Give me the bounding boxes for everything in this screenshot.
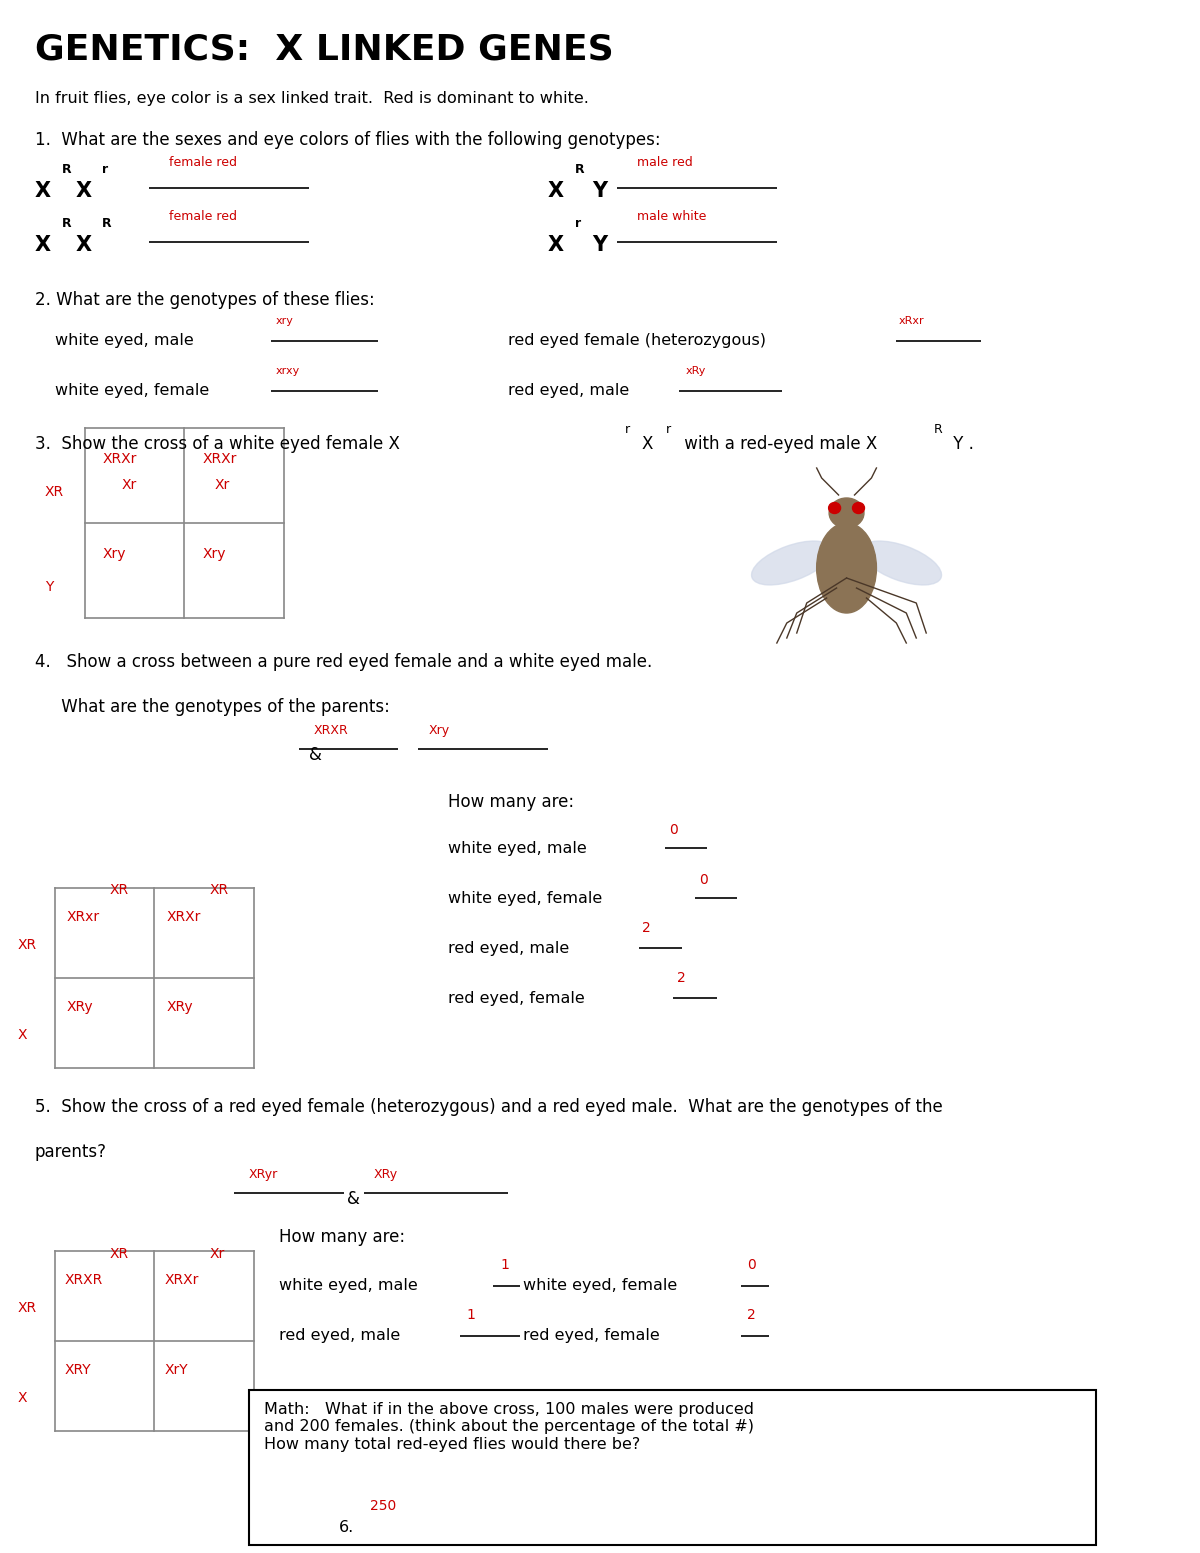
Text: How many are:: How many are: [278,1228,404,1246]
Text: 0: 0 [746,1258,756,1272]
Text: XRyr: XRyr [248,1168,278,1180]
Text: X: X [18,1028,28,1042]
Text: How many are:: How many are: [448,794,575,811]
Text: red eyed female (heterozygous): red eyed female (heterozygous) [508,332,766,348]
Text: Xr: Xr [209,1247,224,1261]
Text: red eyed, female: red eyed, female [523,1328,660,1343]
Text: X: X [35,235,50,255]
Text: male red: male red [637,155,694,169]
Text: white eyed, male: white eyed, male [55,332,193,348]
Text: XRy: XRy [373,1168,397,1180]
Text: Y: Y [593,182,607,200]
Text: R: R [102,217,112,230]
Text: Xry: Xry [428,724,449,738]
Text: r: r [624,422,630,436]
Text: female red: female red [169,210,238,224]
Text: XRXr: XRXr [167,910,200,924]
Text: X: X [547,235,564,255]
Text: white eyed, male: white eyed, male [448,842,587,856]
FancyBboxPatch shape [248,1390,1096,1545]
Text: red eyed, male: red eyed, male [278,1328,400,1343]
Text: red eyed, female: red eyed, female [448,991,584,1006]
Text: XRXr: XRXr [202,452,236,466]
Text: R: R [575,163,584,175]
Text: XR: XR [44,486,64,500]
Text: 1: 1 [466,1308,475,1322]
Text: X: X [76,235,92,255]
Ellipse shape [852,503,864,514]
Text: with a red-eyed male X: with a red-eyed male X [679,435,877,453]
Ellipse shape [817,523,876,613]
Text: Y: Y [593,235,607,255]
Text: Xr: Xr [121,478,137,492]
Text: &: & [347,1190,360,1208]
Text: R: R [61,217,71,230]
Text: XR: XR [109,884,128,898]
Text: What are the genotypes of the parents:: What are the genotypes of the parents: [35,697,390,716]
Ellipse shape [829,503,840,514]
Text: 250: 250 [371,1499,397,1513]
Text: XRy: XRy [67,1000,94,1014]
Text: female red: female red [169,155,238,169]
Text: 2: 2 [642,921,652,935]
Text: 1: 1 [500,1258,509,1272]
Text: XRXR: XRXR [313,724,348,738]
Text: r: r [102,163,108,175]
Text: XRXr: XRXr [102,452,137,466]
Text: red eyed, male: red eyed, male [448,941,570,957]
Text: XRy: XRy [167,1000,193,1014]
Text: 3.  Show the cross of a white eyed female X: 3. Show the cross of a white eyed female… [35,435,400,453]
Text: 2: 2 [746,1308,756,1322]
Text: XrY: XrY [164,1364,188,1378]
Ellipse shape [862,540,942,585]
Text: xRy: xRy [685,367,706,376]
Text: R: R [61,163,71,175]
Text: 0: 0 [670,823,678,837]
Text: Xr: Xr [214,478,229,492]
Text: X: X [641,435,653,453]
Text: white eyed, female: white eyed, female [523,1278,677,1294]
Text: Xry: Xry [202,547,226,561]
Text: &: & [308,745,322,764]
Text: r: r [666,422,672,436]
Text: Math:   What if in the above cross, 100 males were produced
and 200 females. (th: Math: What if in the above cross, 100 ma… [264,1402,754,1452]
Text: parents?: parents? [35,1143,107,1162]
Text: white eyed, male: white eyed, male [278,1278,418,1294]
Text: GENETICS:  X LINKED GENES: GENETICS: X LINKED GENES [35,33,613,67]
Text: Xry: Xry [102,547,126,561]
Text: white eyed, female: white eyed, female [448,891,602,905]
Text: xrxy: xrxy [276,367,300,376]
Text: XR: XR [18,938,37,952]
Text: In fruit flies, eye color is a sex linked trait.  Red is dominant to white.: In fruit flies, eye color is a sex linke… [35,92,589,106]
Text: 5.  Show the cross of a red eyed female (heterozygous) and a red eyed male.  Wha: 5. Show the cross of a red eyed female (… [35,1098,943,1117]
Text: X: X [547,182,564,200]
Text: 2. What are the genotypes of these flies:: 2. What are the genotypes of these flies… [35,290,374,309]
Text: R: R [934,422,943,436]
Ellipse shape [829,499,864,528]
Text: 0: 0 [700,873,708,887]
Text: r: r [575,217,581,230]
Text: 6.: 6. [338,1520,354,1534]
Text: Y: Y [44,581,53,595]
Text: XR: XR [18,1301,37,1315]
Text: red eyed, male: red eyed, male [508,384,629,398]
Text: Y .: Y . [948,435,974,453]
Ellipse shape [751,540,832,585]
Text: xry: xry [276,315,294,326]
Text: XRXr: XRXr [164,1273,199,1287]
Text: 2: 2 [677,971,686,985]
Text: XRXR: XRXR [65,1273,103,1287]
Text: male white: male white [637,210,707,224]
Text: 1.  What are the sexes and eye colors of flies with the following genotypes:: 1. What are the sexes and eye colors of … [35,130,660,149]
Text: xRxr: xRxr [899,315,924,326]
Text: white eyed, female: white eyed, female [55,384,209,398]
Text: XRxr: XRxr [67,910,100,924]
Text: X: X [76,182,92,200]
Text: X: X [18,1391,28,1405]
Text: X: X [35,182,50,200]
Text: 4.   Show a cross between a pure red eyed female and a white eyed male.: 4. Show a cross between a pure red eyed … [35,652,652,671]
Text: XRY: XRY [65,1364,91,1378]
Text: XR: XR [209,884,228,898]
Text: XR: XR [109,1247,128,1261]
